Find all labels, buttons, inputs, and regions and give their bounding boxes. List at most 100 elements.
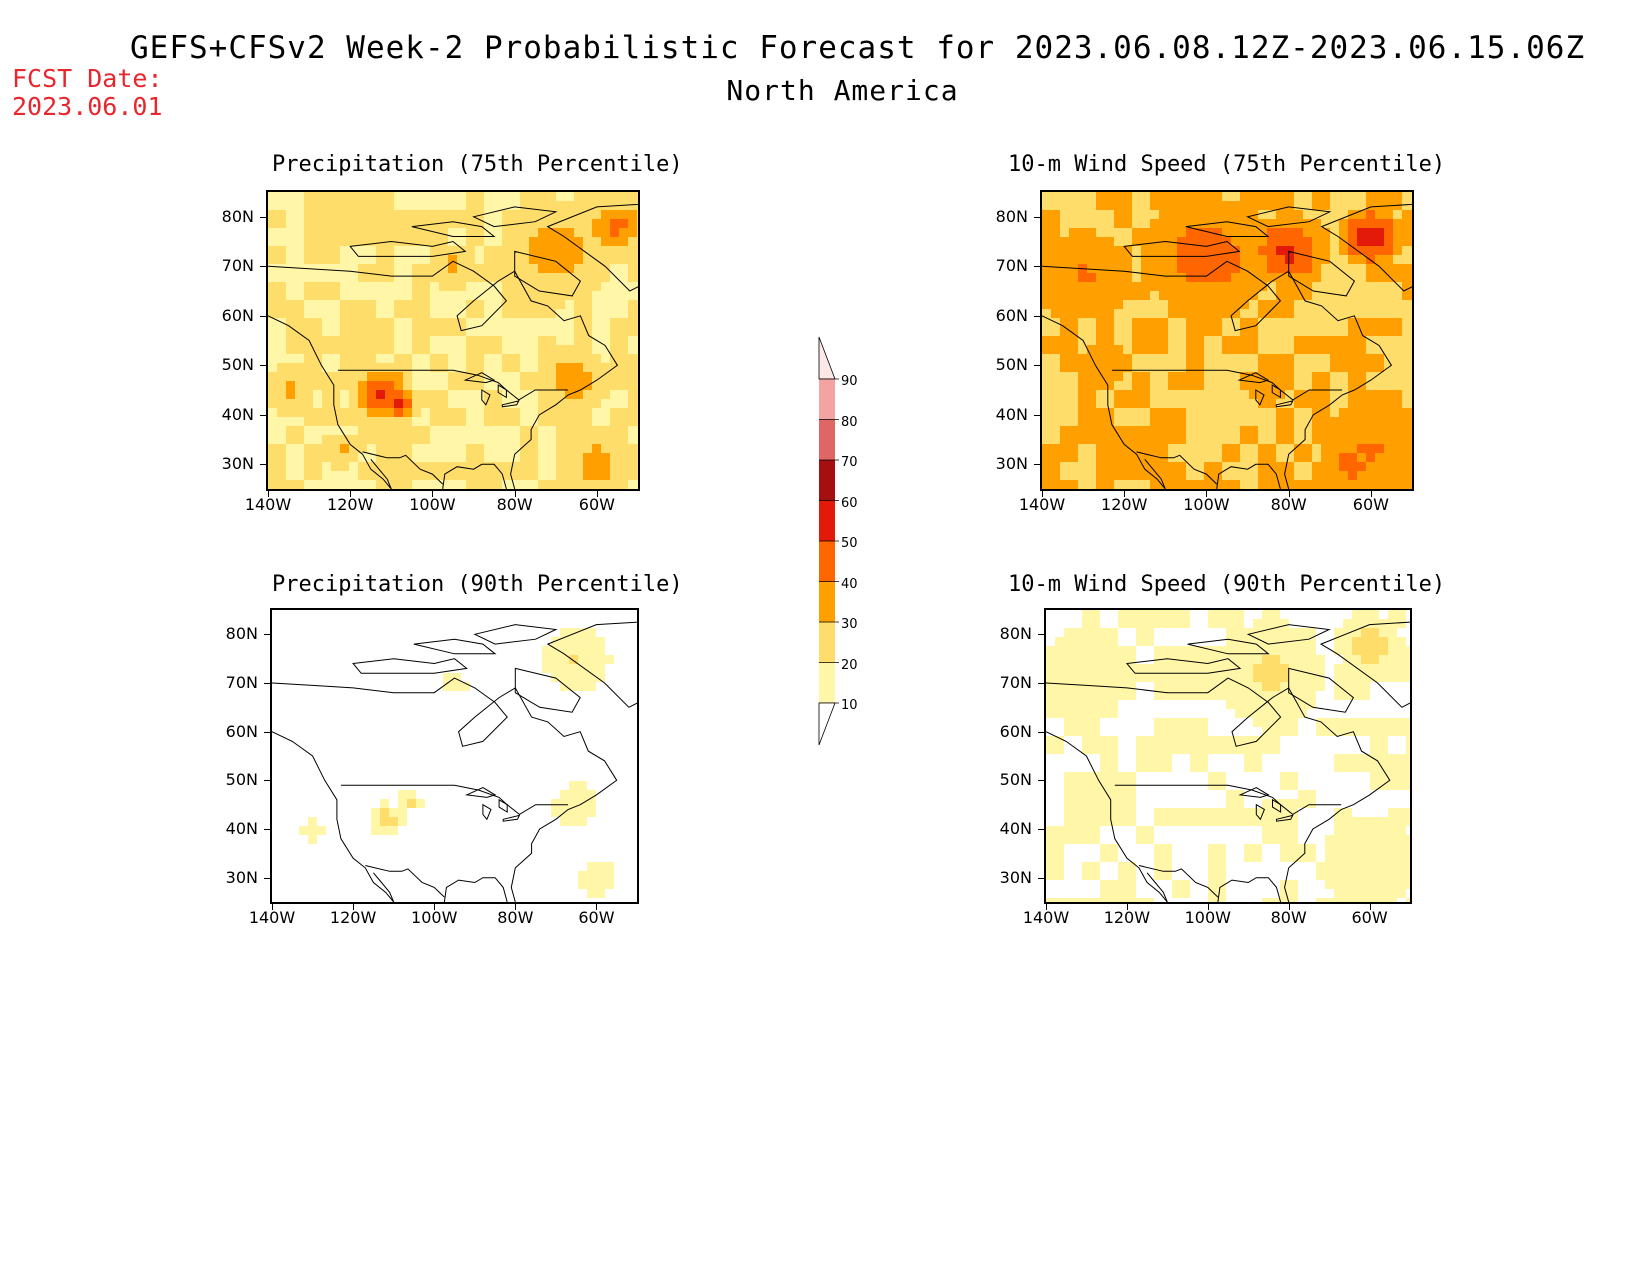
field-cell: [322, 390, 332, 400]
field-cell: [1195, 237, 1205, 247]
field-cell: [1267, 363, 1277, 373]
field-cell: [1208, 673, 1218, 683]
field-cell: [286, 426, 296, 436]
field-cell: [1069, 444, 1079, 454]
field-cell: [506, 781, 516, 791]
field-cell: [1348, 399, 1358, 409]
field-cell: [353, 673, 363, 683]
field-cell: [493, 336, 503, 346]
field-cell: [1105, 345, 1115, 355]
coastline: [413, 638, 497, 655]
field-cell: [1235, 619, 1245, 629]
field-cell: [569, 844, 579, 854]
field-cell: [304, 390, 314, 400]
field-cell: [1091, 691, 1101, 701]
field-cell: [430, 300, 440, 310]
field-cell: [587, 637, 597, 647]
field-cell: [1132, 444, 1142, 454]
field-cell: [1348, 336, 1358, 346]
field-cell: [1145, 853, 1155, 863]
field-cell: [1312, 399, 1322, 409]
field-cell: [1168, 210, 1178, 220]
field-cell: [1240, 237, 1250, 247]
field-cell: [610, 372, 620, 382]
field-cell: [1384, 408, 1394, 418]
field-cell: [272, 844, 282, 854]
field-cell: [1069, 372, 1079, 382]
field-cell: [529, 246, 539, 256]
field-cell: [529, 390, 539, 400]
field-cell: [1231, 399, 1241, 409]
field-cell: [335, 808, 345, 818]
field-cell: [1217, 844, 1227, 854]
field-cell: [502, 381, 512, 391]
field-cell: [1231, 237, 1241, 247]
field-cell: [610, 390, 620, 400]
field-cell: [479, 718, 489, 728]
field-cell: [1082, 826, 1092, 836]
field-cell: [331, 381, 341, 391]
field-cell: [1244, 826, 1254, 836]
field-cell: [457, 201, 467, 211]
field-cell: [272, 709, 282, 719]
field-cell: [1393, 417, 1403, 427]
field-cell: [1109, 889, 1119, 899]
field-cell: [520, 363, 530, 373]
field-cell: [385, 318, 395, 328]
field-cell: [628, 336, 638, 346]
field-cell: [1208, 799, 1218, 809]
field-cell: [281, 655, 291, 665]
field-cell: [443, 745, 453, 755]
field-cell: [1109, 763, 1119, 773]
field-cell: [578, 664, 588, 674]
field-cell: [1321, 210, 1331, 220]
field-cell: [574, 237, 584, 247]
field-cell: [601, 390, 611, 400]
field-cell: [1330, 444, 1340, 454]
field-cell: [421, 291, 431, 301]
field-cell: [533, 781, 543, 791]
field-cell: [488, 889, 498, 899]
field-cell: [556, 381, 566, 391]
field-cell: [1384, 264, 1394, 274]
field-cell: [583, 309, 593, 319]
field-cell: [1199, 736, 1209, 746]
field-cell: [1244, 862, 1254, 872]
field-cell: [434, 619, 444, 629]
field-cell: [412, 192, 422, 202]
field-cell: [281, 844, 291, 854]
field-cell: [587, 880, 597, 890]
field-cell: [1199, 619, 1209, 629]
field-cell: [574, 399, 584, 409]
field-cell: [1172, 880, 1182, 890]
field-cell: [1348, 435, 1358, 445]
field-cell: [1231, 372, 1241, 382]
field-cell: [430, 390, 440, 400]
field-cell: [371, 790, 381, 800]
field-cell: [1312, 426, 1322, 436]
field-cell: [1154, 781, 1164, 791]
field-cell: [1136, 862, 1146, 872]
field-cell: [443, 691, 453, 701]
field-cell: [407, 619, 417, 629]
field-cell: [277, 345, 287, 355]
field-cell: [349, 435, 359, 445]
field-cell: [1073, 799, 1083, 809]
field-cell: [1078, 372, 1088, 382]
field-cell: [1055, 871, 1065, 881]
field-cell: [1195, 363, 1205, 373]
field-cell: [371, 727, 381, 737]
field-cell: [1303, 390, 1313, 400]
field-cell: [317, 790, 327, 800]
field-cell: [313, 255, 323, 265]
field-cell: [1163, 763, 1173, 773]
field-cell: [1235, 673, 1245, 683]
field-cell: [1163, 880, 1173, 890]
field-cell: [1168, 390, 1178, 400]
field-cell: [286, 228, 296, 238]
field-cell: [466, 237, 476, 247]
field-cell: [344, 610, 354, 620]
field-cell: [1222, 210, 1232, 220]
field-cell: [587, 673, 597, 683]
field-cell: [497, 619, 507, 629]
